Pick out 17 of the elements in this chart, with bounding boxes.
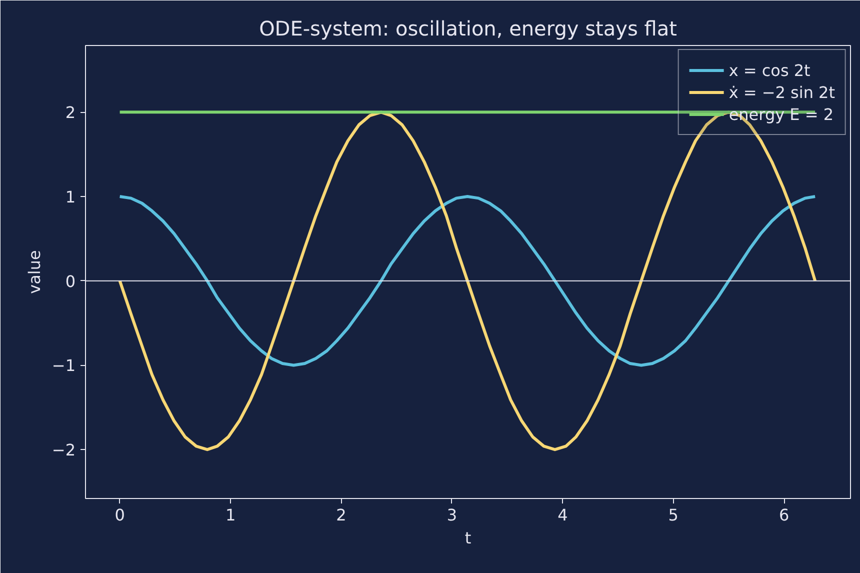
legend-label: ẋ = −2 sin 2t bbox=[728, 82, 835, 102]
chart-title: ODE-system: oscillation, energy stays flat bbox=[259, 16, 678, 40]
x-axis-title: t bbox=[464, 528, 472, 548]
x-tick-label: 2 bbox=[336, 506, 346, 524]
y-axis-title: value bbox=[24, 250, 44, 294]
x-tick-label: 0 bbox=[114, 506, 125, 524]
y-tick-label: 2 bbox=[65, 103, 76, 122]
legend-label: x = cos 2t bbox=[728, 60, 810, 80]
y-tick-label: −2 bbox=[52, 440, 76, 460]
x-tick-label: 5 bbox=[668, 506, 678, 524]
x-tick-label: 1 bbox=[225, 506, 236, 524]
y-tick-label: −1 bbox=[52, 356, 76, 376]
x-tick-label: 4 bbox=[558, 506, 568, 524]
y-tick-label: 1 bbox=[65, 188, 76, 206]
y-tick-label: 0 bbox=[65, 272, 76, 291]
x-tick-label: 6 bbox=[778, 506, 790, 524]
x-tick-label: 3 bbox=[446, 506, 458, 524]
